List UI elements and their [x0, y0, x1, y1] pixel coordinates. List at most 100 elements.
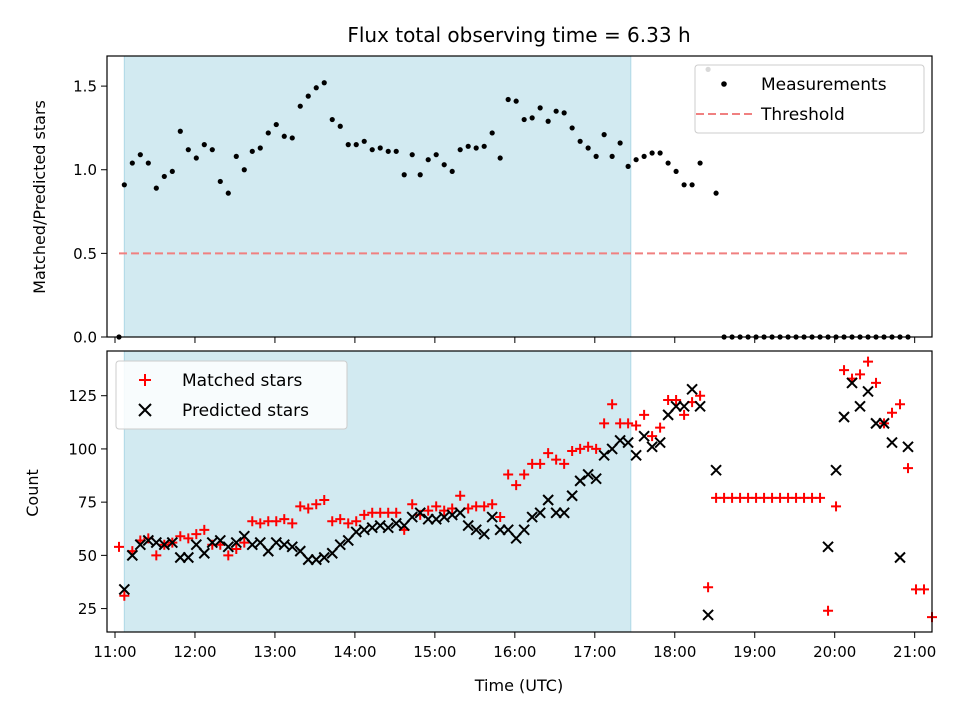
data-point	[358, 524, 370, 536]
bottom-panel: 25 50 75 100 125 11:00 12:00 13:00 14:00 15:00 16:…	[68, 350, 937, 661]
data-point	[695, 390, 706, 401]
top-panel: 0.0 0.5 1.0 1.5 Measurements Threshold	[73, 55, 933, 347]
series-1	[118, 377, 914, 621]
data-point	[887, 407, 898, 418]
y-tick-label: 25	[78, 600, 97, 618]
data-point	[582, 468, 594, 481]
data-point	[321, 80, 327, 86]
data-point	[575, 443, 586, 454]
data-point	[222, 541, 234, 553]
data-point	[649, 150, 655, 156]
data-point	[830, 464, 842, 476]
data-point	[343, 518, 354, 529]
data-point	[345, 142, 351, 148]
data-point	[385, 148, 391, 154]
data-point	[713, 190, 719, 196]
data-point	[311, 499, 322, 510]
data-point	[815, 492, 826, 503]
data-point	[185, 147, 191, 153]
data-point	[607, 399, 618, 410]
y-tick-label: 75	[78, 494, 97, 512]
legend-marker	[138, 403, 152, 417]
data-point	[823, 605, 834, 616]
data-point	[839, 365, 850, 376]
data-point	[558, 507, 570, 519]
data-point	[350, 526, 362, 538]
data-point	[641, 153, 647, 159]
data-point	[574, 475, 586, 487]
data-point	[134, 539, 147, 551]
data-point	[593, 153, 599, 159]
data-point	[465, 143, 471, 149]
data-point	[671, 394, 682, 405]
data-point	[454, 507, 466, 519]
data-point	[193, 155, 199, 161]
data-point	[617, 140, 623, 146]
data-point	[273, 121, 279, 128]
data-point	[409, 152, 415, 158]
data-point	[175, 531, 186, 542]
data-point	[265, 130, 271, 136]
legend: Measurements Threshold	[694, 64, 925, 134]
axes-frame	[106, 350, 933, 633]
data-point	[855, 369, 866, 380]
data-point	[470, 524, 482, 536]
data-point	[319, 495, 330, 506]
data-point	[231, 543, 242, 554]
data-point	[513, 98, 519, 104]
data-point	[374, 519, 386, 532]
data-point	[583, 441, 594, 452]
data-point	[529, 115, 535, 121]
data-point	[577, 138, 583, 144]
legend-marker	[721, 81, 727, 87]
y-tick-label: 1.0	[73, 161, 97, 179]
x-tick-label: 15:00	[413, 643, 456, 661]
data-point	[430, 513, 442, 525]
data-point	[478, 528, 490, 540]
data-point	[327, 516, 338, 527]
data-point	[431, 501, 442, 512]
data-point	[481, 143, 487, 149]
data-point	[353, 142, 359, 148]
data-point	[270, 536, 282, 549]
data-point	[489, 130, 495, 136]
data-point	[183, 533, 194, 544]
data-point	[279, 514, 290, 525]
data-point	[505, 96, 511, 103]
x-tick-label: 12:00	[173, 643, 216, 661]
data-point	[182, 551, 195, 564]
data-point	[535, 458, 546, 469]
data-point	[902, 441, 914, 453]
data-point	[150, 536, 163, 549]
data-point	[126, 549, 139, 562]
data-point	[694, 400, 706, 413]
data-point	[199, 524, 210, 535]
data-point	[657, 150, 663, 156]
data-point	[230, 536, 242, 549]
legend-label: Predicted stars	[182, 401, 309, 421]
data-point	[822, 541, 834, 553]
x-tick-label: 14:00	[333, 643, 376, 661]
data-point	[559, 458, 570, 469]
data-point	[871, 377, 882, 388]
data-point	[567, 446, 578, 457]
data-point	[305, 93, 311, 99]
data-point	[655, 422, 666, 433]
data-point	[249, 148, 255, 154]
data-point	[526, 511, 538, 523]
legend-label: Matched stars	[182, 371, 302, 391]
data-point	[287, 518, 298, 529]
data-point	[638, 430, 650, 442]
data-point	[537, 105, 543, 111]
data-point	[295, 501, 306, 512]
data-point	[391, 507, 402, 518]
shaded-span	[123, 55, 632, 338]
data-point	[678, 400, 690, 413]
x-tick-label: 18:00	[653, 643, 696, 661]
data-point	[233, 153, 239, 159]
legend-box	[115, 360, 348, 430]
data-point	[625, 163, 631, 169]
data-point	[665, 160, 671, 166]
data-point	[862, 385, 874, 398]
